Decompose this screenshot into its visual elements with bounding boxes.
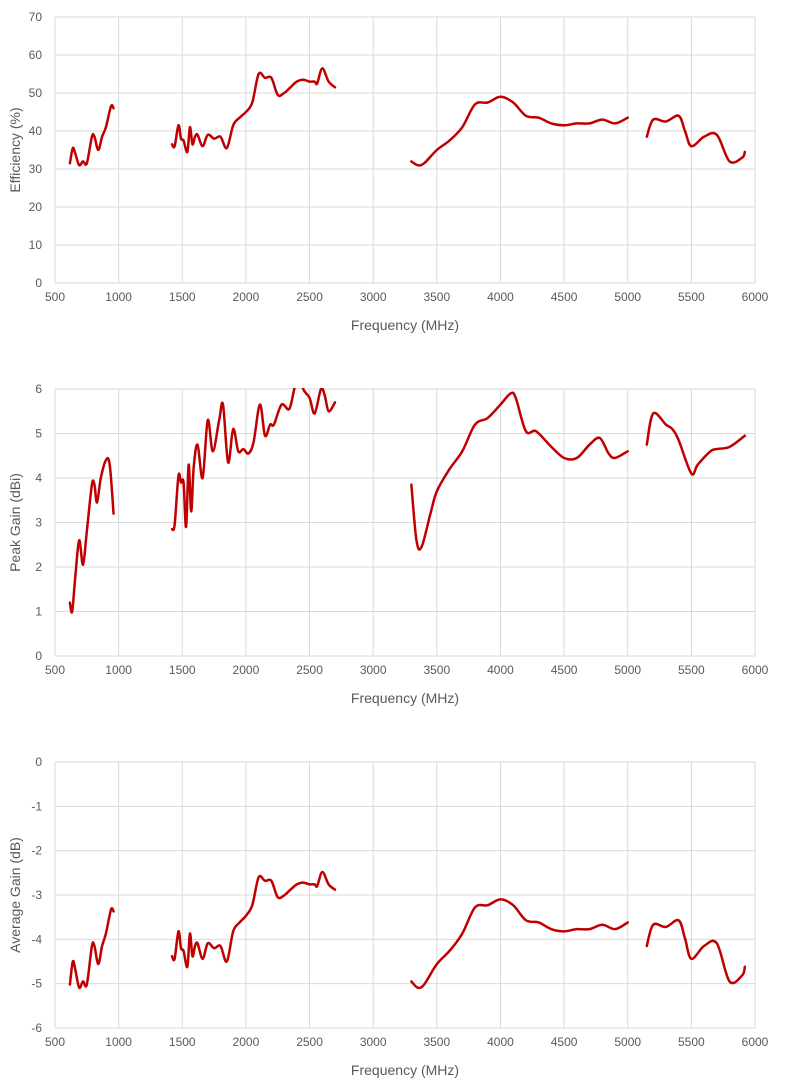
x-tick-label: 6000 bbox=[742, 663, 769, 677]
y-tick-label: -1 bbox=[31, 799, 42, 813]
x-tick-label: 1500 bbox=[169, 290, 196, 304]
x-tick-label: 500 bbox=[45, 663, 65, 677]
series-line-segment bbox=[410, 898, 629, 990]
series-line-segment bbox=[170, 67, 337, 154]
chart-2: 500 1000 1500 2000 2500 3000 3500 4000 4500 5000 5… bbox=[7, 382, 769, 706]
x-tick-label: 1500 bbox=[169, 1035, 196, 1049]
x-tick-label: 1500 bbox=[169, 663, 196, 677]
y-axis-title: Efficiency (%) bbox=[7, 107, 23, 192]
y-tick-label: 0 bbox=[35, 649, 42, 663]
x-tick-label: 4500 bbox=[551, 663, 578, 677]
x-tick-label: 3500 bbox=[423, 663, 450, 677]
y-tick-label: 0 bbox=[35, 755, 42, 769]
y-tick-label: 1 bbox=[35, 605, 42, 619]
y-tick-label: 30 bbox=[29, 162, 43, 176]
x-tick-label: 4000 bbox=[487, 290, 514, 304]
chart-3: 500 1000 1500 2000 2500 3000 3500 4000 4500 5000 5… bbox=[7, 755, 769, 1078]
y-tick-label: 60 bbox=[29, 48, 43, 62]
x-tick-label: 2000 bbox=[233, 1035, 260, 1049]
series-line-segment bbox=[170, 870, 337, 969]
x-tick-label: 1000 bbox=[105, 663, 132, 677]
x-tick-label: 3000 bbox=[360, 1035, 387, 1049]
y-tick-label: -5 bbox=[31, 977, 42, 991]
y-tick-label: 0 bbox=[35, 276, 42, 290]
x-tick-label: 1000 bbox=[105, 1035, 132, 1049]
series-line-segment bbox=[170, 388, 337, 532]
series-line-segment bbox=[645, 411, 747, 476]
y-tick-label: 10 bbox=[29, 238, 43, 252]
series-line-segment bbox=[68, 907, 115, 990]
y-tick-label: 4 bbox=[35, 471, 42, 485]
y-tick-label: 20 bbox=[29, 200, 43, 214]
x-tick-label: 6000 bbox=[742, 1035, 769, 1049]
x-tick-label: 500 bbox=[45, 290, 65, 304]
x-tick-label: 1000 bbox=[105, 290, 132, 304]
y-tick-label: 70 bbox=[29, 10, 43, 24]
x-tick-label: 2000 bbox=[233, 663, 260, 677]
y-tick-label: 50 bbox=[29, 86, 43, 100]
x-tick-label: 5000 bbox=[614, 1035, 641, 1049]
y-tick-label: -6 bbox=[31, 1021, 42, 1035]
x-tick-label: 5000 bbox=[614, 290, 641, 304]
y-tick-label: 2 bbox=[35, 560, 42, 574]
x-tick-label: 4500 bbox=[551, 290, 578, 304]
chart-1: 500 1000 1500 2000 2500 3000 3500 4000 4500 5000 5… bbox=[7, 10, 769, 333]
x-tick-label: 4000 bbox=[487, 663, 514, 677]
series-line-segment bbox=[645, 918, 747, 985]
x-tick-label: 2500 bbox=[296, 290, 323, 304]
x-tick-label: 3000 bbox=[360, 290, 387, 304]
x-tick-label: 5500 bbox=[678, 663, 705, 677]
x-tick-label: 5500 bbox=[678, 290, 705, 304]
x-axis-title: Frequency (MHz) bbox=[351, 317, 459, 333]
x-tick-label: 6000 bbox=[742, 290, 769, 304]
series-line-segment bbox=[645, 114, 747, 164]
x-tick-label: 2500 bbox=[296, 1035, 323, 1049]
x-tick-label: 2500 bbox=[296, 663, 323, 677]
y-axis-title: Peak Gain (dBi) bbox=[7, 473, 23, 572]
y-tick-label: 40 bbox=[29, 124, 43, 138]
series-line-segment bbox=[410, 391, 629, 551]
series-line-segment bbox=[410, 95, 629, 167]
x-tick-label: 3500 bbox=[423, 1035, 450, 1049]
x-tick-label: 500 bbox=[45, 1035, 65, 1049]
series-line-segment bbox=[68, 103, 115, 167]
x-tick-label: 5000 bbox=[614, 663, 641, 677]
x-axis-title: Frequency (MHz) bbox=[351, 690, 459, 706]
y-tick-label: -3 bbox=[31, 888, 42, 902]
y-tick-label: -2 bbox=[31, 844, 42, 858]
y-tick-label: 6 bbox=[35, 382, 42, 396]
x-tick-label: 5500 bbox=[678, 1035, 705, 1049]
series-line-segment bbox=[68, 457, 115, 614]
x-tick-label: 4500 bbox=[551, 1035, 578, 1049]
y-tick-label: 5 bbox=[35, 427, 42, 441]
x-tick-label: 4000 bbox=[487, 1035, 514, 1049]
y-tick-label: -4 bbox=[31, 932, 42, 946]
x-tick-label: 2000 bbox=[233, 290, 260, 304]
x-axis-title: Frequency (MHz) bbox=[351, 1062, 459, 1078]
x-tick-label: 3500 bbox=[423, 290, 450, 304]
y-tick-label: 3 bbox=[35, 516, 42, 530]
y-axis-title: Average Gain (dB) bbox=[7, 837, 23, 953]
x-tick-label: 3000 bbox=[360, 663, 387, 677]
